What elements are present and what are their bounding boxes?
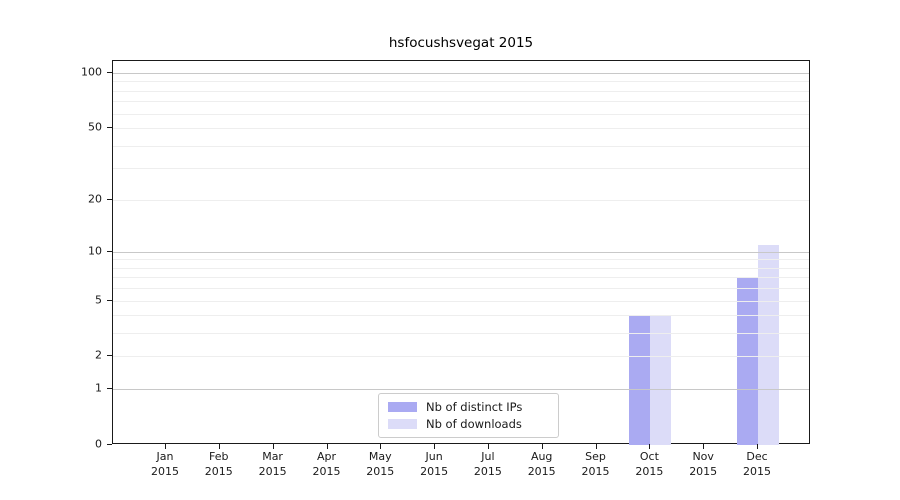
bar-dec-nb-of-downloads — [758, 244, 779, 445]
month-label: Jan — [156, 450, 174, 463]
year-label: 2015 — [366, 464, 395, 478]
x-tick-label-jun: Jun 2015 — [420, 450, 448, 479]
gridline-y-60 — [113, 113, 809, 115]
x-tick-nov — [703, 444, 705, 449]
x-tick-jun — [434, 444, 436, 449]
year-label: 2015 — [420, 464, 449, 478]
y-tick-5 — [107, 299, 112, 301]
month-label: Feb — [209, 450, 229, 463]
x-tick-label-dec: Dec 2015 — [743, 450, 771, 479]
month-label: Jul — [481, 450, 495, 463]
gridline-y-20 — [113, 199, 809, 201]
month-label: Aug — [530, 450, 553, 463]
major-gridline-y-1 — [113, 389, 809, 391]
x-tick-label-jul: Jul 2015 — [474, 450, 502, 479]
month-label: Oct — [639, 450, 659, 463]
bar-oct-nb-of-distinct-ips — [629, 315, 651, 445]
x-tick-label-oct: Oct 2015 — [635, 450, 663, 479]
plot-area — [112, 60, 810, 445]
year-label: 2015 — [151, 464, 179, 478]
gridline-y-5 — [113, 300, 809, 302]
legend-label: Nb of distinct IPs — [426, 400, 523, 414]
x-tick-mar — [272, 444, 274, 449]
gridline-y-2 — [113, 356, 809, 358]
x-tick-jul — [487, 444, 489, 449]
month-label: Mar — [262, 450, 283, 463]
gridline-y-8 — [113, 267, 809, 269]
x-tick-may — [380, 444, 382, 449]
month-label: Jun — [425, 450, 443, 463]
year-label: 2015 — [258, 464, 287, 478]
x-tick-oct — [649, 444, 651, 449]
month-label: Sep — [585, 450, 606, 463]
gridline-y-3 — [113, 333, 809, 335]
x-tick-feb — [218, 444, 220, 449]
gridline-y-90 — [113, 81, 809, 83]
x-tick-dec — [757, 444, 758, 449]
year-label: 2015 — [312, 464, 341, 478]
y-tick-label-10: 10 — [88, 244, 102, 258]
year-label: 2015 — [743, 464, 771, 478]
gridline-y-4 — [113, 315, 809, 317]
month-label: Apr — [316, 450, 337, 463]
gridline-y-6 — [113, 288, 809, 290]
month-label: Dec — [746, 450, 768, 463]
legend-swatch — [388, 419, 417, 429]
y-tick-2 — [107, 355, 112, 357]
gridline-y-70 — [113, 101, 809, 103]
y-tick-label-2: 2 — [95, 348, 102, 362]
y-tick-100 — [107, 71, 112, 73]
year-label: 2015 — [473, 464, 502, 478]
x-tick-label-nov: Nov 2015 — [689, 450, 717, 479]
gridline-y-50 — [113, 128, 809, 129]
y-tick-label-20: 20 — [88, 192, 102, 205]
bar-oct-nb-of-downloads — [650, 315, 672, 445]
year-label: 2015 — [527, 464, 556, 478]
gridline-y-7 — [113, 277, 809, 279]
x-tick-label-apr: Apr 2015 — [313, 450, 341, 479]
year-label: 2015 — [581, 464, 610, 478]
legend-label: Nb of downloads — [426, 417, 522, 431]
gridline-y-40 — [113, 145, 809, 147]
x-tick-sep — [595, 444, 597, 449]
y-tick-label-5: 5 — [95, 293, 102, 306]
y-tick-label-50: 50 — [88, 120, 102, 134]
y-tick-label-1: 1 — [95, 381, 102, 395]
y-tick-10 — [107, 250, 112, 252]
y-tick-50 — [107, 127, 112, 128]
legend-swatch — [388, 402, 417, 412]
x-tick-label-feb: Feb 2015 — [205, 450, 233, 479]
year-label: 2015 — [635, 464, 664, 478]
bar-dec-nb-of-distinct-ips — [737, 277, 758, 445]
x-tick-label-jan: Jan 2015 — [151, 450, 179, 479]
major-gridline-y-100 — [113, 72, 809, 74]
legend-item-nb-of-distinct-ips: Nb of distinct IPs — [388, 400, 549, 414]
x-tick-label-sep: Sep 2015 — [582, 450, 610, 479]
legend-item-nb-of-downloads: Nb of downloads — [388, 417, 549, 431]
major-gridline-y-10 — [113, 251, 809, 253]
y-tick-20 — [107, 198, 112, 200]
y-tick-label-100: 100 — [81, 65, 102, 79]
year-label: 2015 — [204, 464, 233, 478]
month-label: May — [368, 450, 392, 463]
x-tick-label-aug: Aug 2015 — [528, 450, 556, 479]
y-tick-1 — [107, 388, 112, 390]
y-tick-label-0: 0 — [95, 437, 102, 451]
legend: Nb of distinct IPs Nb of downloads — [378, 393, 559, 438]
gridline-y-80 — [113, 90, 809, 92]
x-tick-aug — [541, 444, 543, 449]
gridline-y-30 — [113, 168, 809, 170]
gridline-y-9 — [113, 259, 809, 261]
year-label: 2015 — [689, 464, 718, 478]
x-tick-apr — [326, 444, 328, 449]
month-label: Nov — [692, 450, 714, 463]
y-tick-0 — [107, 444, 112, 445]
x-tick-label-mar: Mar 2015 — [259, 450, 287, 479]
x-tick-label-may: May 2015 — [366, 450, 394, 479]
x-tick-jan — [165, 444, 166, 449]
chart-title: hsfocushsvegat 2015 — [388, 35, 534, 51]
